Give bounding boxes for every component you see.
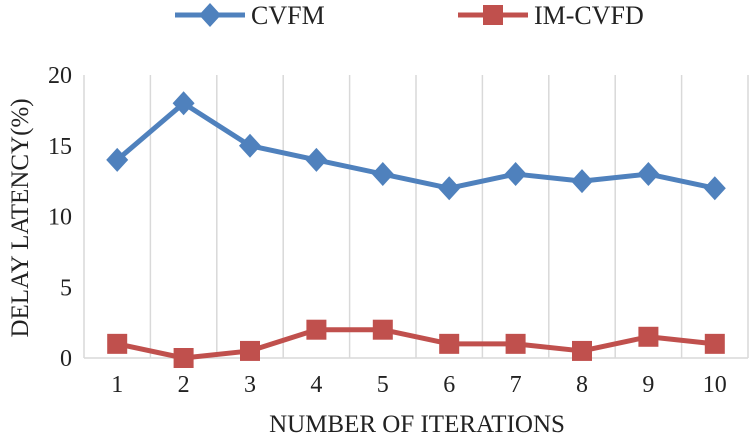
data-point (703, 176, 726, 201)
legend-item: IM-CVFD (458, 1, 644, 30)
y-axis-label: DELAY LATENCY(%) (7, 98, 34, 337)
x-tick-label: 6 (443, 372, 455, 398)
data-point (107, 333, 128, 354)
y-tick-label: 10 (48, 205, 72, 231)
x-tick-label: 2 (178, 372, 190, 398)
square-marker-icon (483, 5, 503, 25)
data-point (372, 319, 393, 340)
data-point (638, 326, 659, 347)
y-tick-label: 5 (60, 275, 72, 301)
data-point (637, 162, 660, 187)
x-tick-label: 5 (377, 372, 389, 398)
data-point (438, 176, 461, 201)
legend-label: IM-CVFD (534, 1, 644, 30)
y-tick-label: 0 (60, 346, 72, 372)
series-cvfm (106, 91, 726, 201)
series-line (115, 100, 716, 191)
data-point (704, 333, 725, 354)
data-point (572, 340, 592, 361)
x-tick-label: 1 (111, 372, 123, 398)
data-point (571, 169, 593, 194)
x-tick-label: 4 (310, 372, 322, 398)
series-line (116, 327, 716, 361)
legend-label: CVFM (251, 1, 325, 30)
data-point (106, 147, 129, 172)
y-tick-label: 15 (48, 134, 72, 160)
data-point (439, 333, 460, 354)
data-point (305, 147, 328, 172)
diamond-marker-icon (199, 3, 221, 27)
legend-item: CVFM (175, 1, 325, 30)
x-tick-label: 9 (642, 372, 654, 398)
data-point (240, 340, 260, 361)
x-axis-label: NUMBER OF ITERATIONS (269, 411, 565, 438)
x-tick-label: 10 (703, 372, 727, 398)
series-im-cvfd (107, 319, 725, 368)
y-tick-label: 20 (48, 63, 72, 89)
x-tick-label: 3 (244, 372, 256, 398)
x-tick-label: 7 (510, 372, 522, 398)
x-tick-label: 8 (576, 372, 588, 398)
data-point (172, 91, 195, 116)
data-point (505, 333, 526, 354)
data-point (504, 162, 527, 187)
data-point (173, 348, 194, 368)
data-point (306, 319, 327, 340)
data-point (371, 162, 394, 187)
data-point (239, 133, 261, 158)
